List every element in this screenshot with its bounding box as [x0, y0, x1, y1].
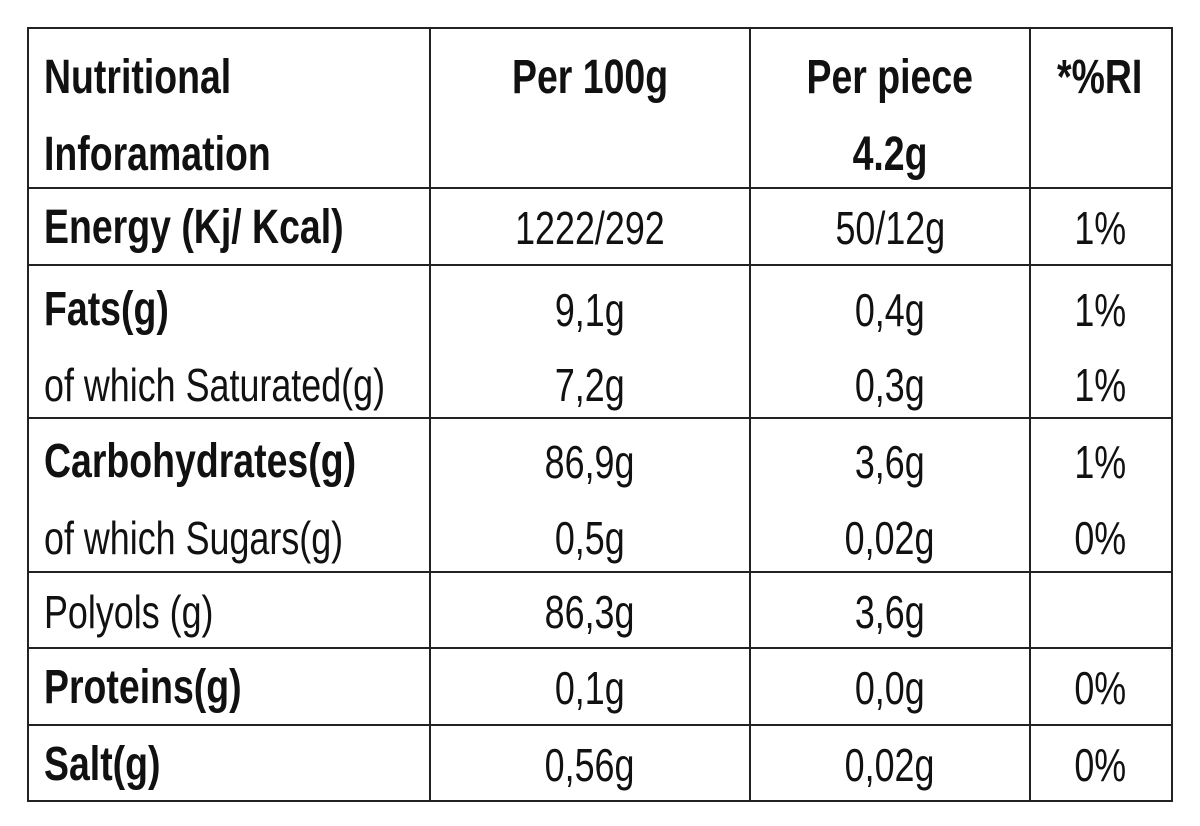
cell-value: 0,1g [555, 662, 625, 714]
cell-value: 0,5g [555, 512, 625, 564]
row-label: Polyols (g) [44, 586, 214, 638]
table-frame [27, 27, 1173, 802]
cell-value: 0,0g [855, 662, 925, 714]
column-divider [1029, 28, 1031, 802]
row-divider [28, 571, 1172, 573]
row-divider [28, 417, 1172, 419]
cell-value: 0% [1074, 512, 1126, 564]
cell-value: 0,56g [545, 739, 635, 791]
header-text: Nutritional [44, 51, 232, 104]
column-divider [429, 28, 431, 802]
cell-value: 1% [1074, 284, 1126, 336]
row-label: Energy (Kj/ Kcal) [44, 201, 344, 254]
row-divider [28, 647, 1172, 649]
cell-value: 0,4g [855, 284, 925, 336]
cell-value: 9,1g [555, 284, 625, 336]
cell-value: 86,3g [545, 586, 635, 638]
header-text: Per 100g [511, 51, 669, 104]
column-divider [749, 28, 751, 802]
cell-value: 0,02g [845, 512, 935, 564]
cell-value: 0% [1074, 662, 1126, 714]
row-label: Carbohydrates(g) [44, 435, 357, 488]
cell-value: 1% [1074, 202, 1126, 254]
cell-value: 3,6g [855, 436, 925, 488]
cell-value: 7,2g [555, 359, 625, 411]
cell-value: 0% [1074, 739, 1126, 791]
cell-value: 3,6g [855, 586, 925, 638]
row-divider [28, 187, 1172, 189]
cell-value: 1% [1074, 436, 1126, 488]
cell-value: 0,02g [845, 739, 935, 791]
row-divider [28, 264, 1172, 266]
row-label: Salt(g) [44, 738, 161, 791]
header-text: 4.2g [852, 128, 928, 181]
header-text: Inforamation [44, 128, 271, 181]
cell-value: 86,9g [545, 436, 635, 488]
cell-value: 1% [1074, 359, 1126, 411]
cell-value: 50/12g [835, 202, 945, 254]
row-divider [28, 724, 1172, 726]
cell-value: 0,3g [855, 359, 925, 411]
row-label: Fats(g) [44, 283, 169, 336]
header-text: Per piece [806, 51, 974, 104]
row-label: Proteins(g) [44, 661, 242, 714]
row-label: of which Sugars(g) [44, 512, 344, 564]
row-label: of which Saturated(g) [44, 359, 386, 411]
header-text: *%RI [1057, 51, 1143, 104]
cell-value: 1222/292 [515, 202, 665, 254]
